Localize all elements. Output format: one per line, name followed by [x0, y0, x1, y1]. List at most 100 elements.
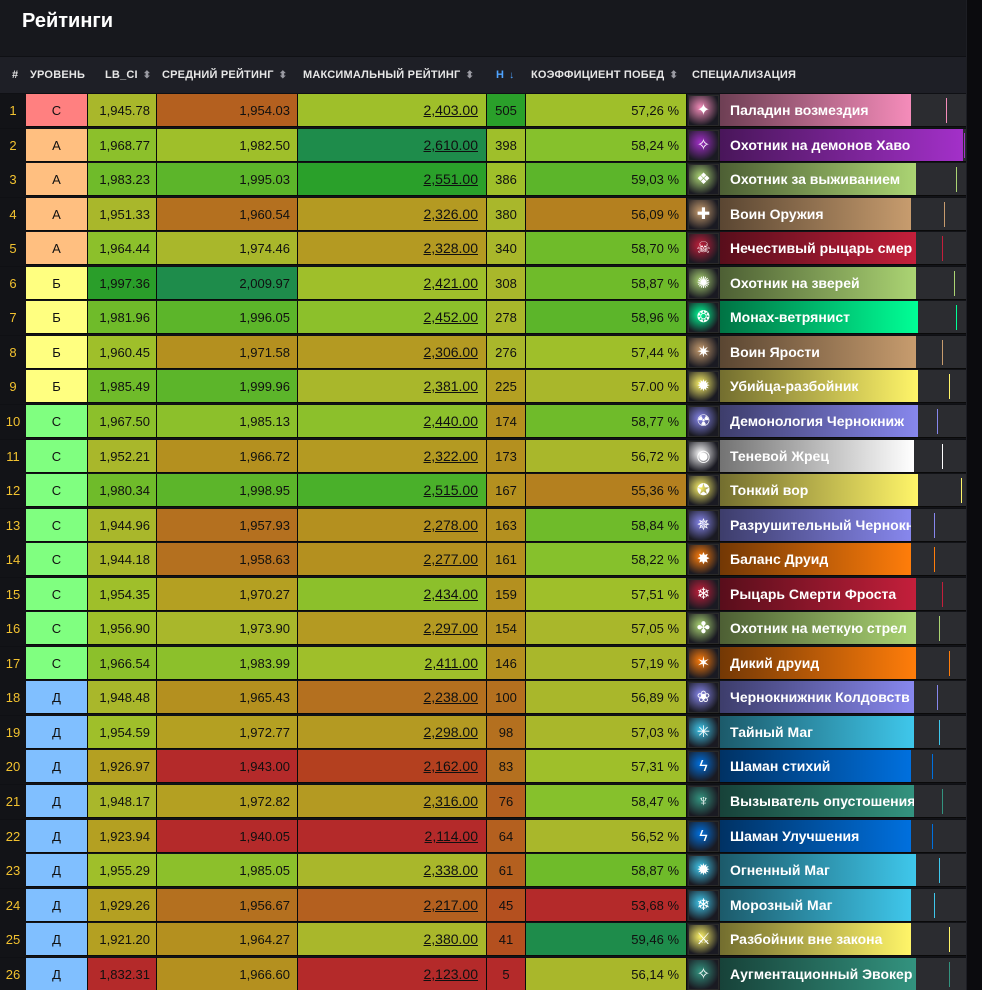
max-rating-link[interactable]: 2,328.00: [423, 240, 479, 256]
max-rating-link[interactable]: 2,278.00: [423, 517, 479, 533]
max-rating-cell[interactable]: 2,114.00: [298, 820, 487, 853]
column-header-n[interactable]: Н ↓: [496, 69, 515, 81]
max-rating-link[interactable]: 2,298.00: [423, 724, 479, 740]
sort-icon[interactable]: ⬍: [669, 70, 679, 81]
max-rating-cell[interactable]: 2,328.00: [298, 232, 487, 265]
max-rating-cell[interactable]: 2,298.00: [298, 716, 487, 749]
spec-cell[interactable]: ✪ Тонкий вор: [687, 474, 966, 507]
max-rating-link[interactable]: 2,610.00: [423, 137, 479, 153]
max-rating-link[interactable]: 2,421.00: [423, 275, 479, 291]
max-rating-cell[interactable]: 2,278.00: [298, 509, 487, 542]
max-rating-cell[interactable]: 2,297.00: [298, 612, 487, 645]
table-row[interactable]: 7 Б 1,981.96 1,996.05 2,452.00 278 58,96 % ❂ Мон…: [0, 301, 966, 335]
max-rating-cell[interactable]: 2,306.00: [298, 336, 487, 369]
table-row[interactable]: 26 Д 1,832.31 1,966.60 2,123.00 5 56,14 % ✧ Аугм…: [0, 958, 966, 990]
column-header-lb-ci[interactable]: LB_CI ⬍: [105, 69, 152, 81]
table-row[interactable]: 2 А 1,968.77 1,982.50 2,610.00 398 58,24 % ✧ Охо…: [0, 129, 966, 163]
max-rating-cell[interactable]: 2,338.00: [298, 854, 487, 887]
spec-cell[interactable]: ❖ Охотник за выживанием: [687, 163, 966, 196]
spec-cell[interactable]: ✺ Охотник на зверей: [687, 267, 966, 300]
table-row[interactable]: 1 С 1,945.78 1,954.03 2,403.00 505 57,26 % ✦ Пал…: [0, 94, 966, 128]
table-row[interactable]: 4 А 1,951.33 1,960.54 2,326.00 380 56,09 % ✚ Вои…: [0, 198, 966, 232]
spec-cell[interactable]: ✵ Разрушительный Чернокн: [687, 509, 966, 542]
max-rating-link[interactable]: 2,380.00: [423, 931, 479, 947]
table-row[interactable]: 6 Б 1,997.36 2,009.97 2,421.00 308 58,87 % ✺ Охо…: [0, 267, 966, 301]
table-row[interactable]: 14 С 1,944.18 1,958.63 2,277.00 161 58,22 % ✸ Ба…: [0, 543, 966, 577]
max-rating-cell[interactable]: 2,610.00: [298, 129, 487, 162]
table-row[interactable]: 12 С 1,980.34 1,998.95 2,515.00 167 55,36 % ✪ То…: [0, 474, 966, 508]
table-row[interactable]: 3 А 1,983.23 1,995.03 2,551.00 386 59,03 % ❖ Охо…: [0, 163, 966, 197]
max-rating-link[interactable]: 2,338.00: [423, 862, 479, 878]
table-row[interactable]: 24 Д 1,929.26 1,956.67 2,217.00 45 53,68 % ❄ Мор…: [0, 889, 966, 923]
max-rating-link[interactable]: 2,123.00: [423, 966, 479, 982]
spec-cell[interactable]: ❀ Чернокнижник Колдовств: [687, 681, 966, 714]
spec-cell[interactable]: ✹ Огненный Маг: [687, 854, 966, 887]
sort-desc-icon[interactable]: ↓: [509, 70, 515, 81]
table-row[interactable]: 21 Д 1,948.17 1,972.82 2,316.00 76 58,47 % ♆ Выз…: [0, 785, 966, 819]
spec-cell[interactable]: ✚ Воин Оружия: [687, 198, 966, 231]
table-row[interactable]: 10 С 1,967.50 1,985.13 2,440.00 174 58,77 % ☢ Де…: [0, 405, 966, 439]
table-row[interactable]: 22 Д 1,923.94 1,940.05 2,114.00 64 56,52 % ϟ Шам…: [0, 820, 966, 854]
table-row[interactable]: 18 Д 1,948.48 1,965.43 2,238.00 100 56,89 % ❀ Че…: [0, 681, 966, 715]
max-rating-cell[interactable]: 2,277.00: [298, 543, 487, 576]
max-rating-link[interactable]: 2,297.00: [423, 620, 479, 636]
spec-cell[interactable]: ✹ Убийца-разбойник: [687, 370, 966, 403]
max-rating-cell[interactable]: 2,421.00: [298, 267, 487, 300]
max-rating-link[interactable]: 2,440.00: [423, 413, 479, 429]
table-row[interactable]: 8 Б 1,960.45 1,971.58 2,306.00 276 57,44 % ✷ Вои…: [0, 336, 966, 370]
max-rating-cell[interactable]: 2,123.00: [298, 958, 487, 990]
max-rating-link[interactable]: 2,238.00: [423, 689, 479, 705]
vertical-scrollbar[interactable]: [966, 0, 982, 990]
max-rating-cell[interactable]: 2,434.00: [298, 578, 487, 611]
max-rating-cell[interactable]: 2,380.00: [298, 923, 487, 956]
spec-cell[interactable]: ✸ Баланс Друид: [687, 543, 966, 576]
max-rating-link[interactable]: 2,381.00: [423, 378, 479, 394]
max-rating-link[interactable]: 2,322.00: [423, 448, 479, 464]
spec-cell[interactable]: ◉ Теневой Жрец: [687, 440, 966, 473]
spec-cell[interactable]: ✦ Паладин возмездия: [687, 94, 966, 127]
sort-icon[interactable]: ⬍: [278, 70, 288, 81]
table-row[interactable]: 16 С 1,956.90 1,973.90 2,297.00 154 57,05 % ✤ Ох…: [0, 612, 966, 646]
max-rating-cell[interactable]: 2,452.00: [298, 301, 487, 334]
column-header-winrate[interactable]: КОЭФФИЦИЕНТ ПОБЕД ⬍: [531, 69, 679, 81]
max-rating-link[interactable]: 2,306.00: [423, 344, 479, 360]
spec-cell[interactable]: ⚔ Разбойник вне закона: [687, 923, 966, 956]
column-header-tier[interactable]: УРОВЕНЬ: [30, 69, 86, 81]
spec-cell[interactable]: ♆ Вызыватель опустошения: [687, 785, 966, 818]
table-row[interactable]: 9 Б 1,985.49 1,999.96 2,381.00 225 57.00 % ✹ Уби…: [0, 370, 966, 404]
max-rating-cell[interactable]: 2,515.00: [298, 474, 487, 507]
max-rating-link[interactable]: 2,452.00: [423, 309, 479, 325]
spec-cell[interactable]: ✳ Тайный Маг: [687, 716, 966, 749]
max-rating-link[interactable]: 2,515.00: [423, 482, 479, 498]
column-header-max-rating[interactable]: МАКСИМАЛЬНЫЙ РЕЙТИНГ ⬍: [303, 69, 475, 81]
max-rating-link[interactable]: 2,326.00: [423, 206, 479, 222]
spec-cell[interactable]: ✷ Воин Ярости: [687, 336, 966, 369]
table-row[interactable]: 25 Д 1,921.20 1,964.27 2,380.00 41 59,46 % ⚔ Раз…: [0, 923, 966, 957]
max-rating-link[interactable]: 2,411.00: [424, 655, 478, 671]
spec-cell[interactable]: ϟ Шаман стихий: [687, 750, 966, 783]
table-row[interactable]: 17 С 1,966.54 1,983.99 2,411.00 146 57,19 % ✶ Ди…: [0, 647, 966, 681]
max-rating-cell[interactable]: 2,217.00: [298, 889, 487, 922]
table-row[interactable]: 19 Д 1,954.59 1,972.77 2,298.00 98 57,03 % ✳ Тай…: [0, 716, 966, 750]
spec-cell[interactable]: ✧ Охотник на демонов Хаво: [687, 129, 966, 162]
max-rating-cell[interactable]: 2,551.00: [298, 163, 487, 196]
table-row[interactable]: 13 С 1,944.96 1,957.93 2,278.00 163 58,84 % ✵ Ра…: [0, 509, 966, 543]
max-rating-cell[interactable]: 2,411.00: [298, 647, 487, 680]
max-rating-link[interactable]: 2,114.00: [424, 828, 478, 844]
sort-icon[interactable]: ⬍: [465, 70, 475, 81]
spec-cell[interactable]: ❄ Рыцарь Смерти Фроста: [687, 578, 966, 611]
max-rating-link[interactable]: 2,434.00: [423, 586, 479, 602]
table-row[interactable]: 20 Д 1,926.97 1,943.00 2,162.00 83 57,31 % ϟ Шам…: [0, 750, 966, 784]
max-rating-link[interactable]: 2,162.00: [423, 758, 479, 774]
table-row[interactable]: 15 С 1,954.35 1,970.27 2,434.00 159 57,51 % ❄ Ры…: [0, 578, 966, 612]
max-rating-link[interactable]: 2,403.00: [423, 102, 479, 118]
table-row[interactable]: 11 С 1,952.21 1,966.72 2,322.00 173 56,72 % ◉ Те…: [0, 440, 966, 474]
max-rating-cell[interactable]: 2,403.00: [298, 94, 487, 127]
spec-cell[interactable]: ϟ Шаман Улучшения: [687, 820, 966, 853]
max-rating-cell[interactable]: 2,381.00: [298, 370, 487, 403]
column-header-avg-rating[interactable]: СРЕДНИЙ РЕЙТИНГ ⬍: [162, 69, 288, 81]
spec-cell[interactable]: ✶ Дикий друид: [687, 647, 966, 680]
spec-cell[interactable]: ☢ Демонология Чернокниж: [687, 405, 966, 438]
max-rating-link[interactable]: 2,217.00: [423, 897, 479, 913]
max-rating-cell[interactable]: 2,322.00: [298, 440, 487, 473]
